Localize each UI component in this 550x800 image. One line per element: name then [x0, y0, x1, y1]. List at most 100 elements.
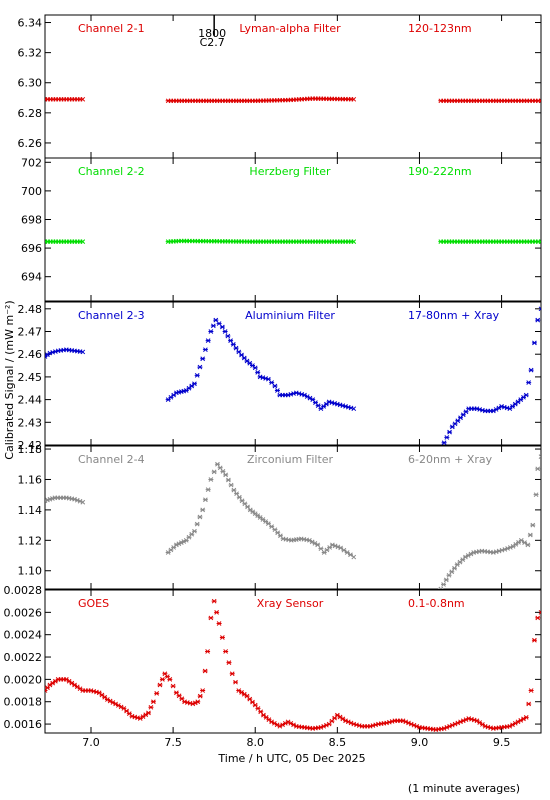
- data-point: [538, 239, 541, 245]
- y-tick-label: 698: [21, 213, 42, 226]
- panel-frame: [44, 589, 542, 734]
- data-point: [449, 569, 455, 575]
- data-point: [195, 699, 201, 705]
- data-point: [148, 704, 154, 710]
- data-point: [226, 660, 232, 665]
- data-point: [214, 461, 220, 467]
- data-point: [191, 528, 197, 534]
- data-point: [220, 469, 226, 474]
- data-point: [63, 677, 69, 682]
- data-point: [225, 333, 231, 339]
- panel-channel-label: Channel 2-3: [78, 309, 145, 322]
- x-tick-label: 8.5: [329, 736, 347, 749]
- data-point: [535, 466, 541, 472]
- data-point: [200, 688, 206, 693]
- data-point: [159, 677, 165, 682]
- data-point: [526, 701, 532, 707]
- data-point: [205, 338, 211, 343]
- data-point: [255, 370, 261, 375]
- panel-frame: [44, 301, 542, 446]
- data-point: [230, 342, 236, 347]
- y-tick-label: 1.10: [18, 565, 43, 578]
- data-point: [526, 380, 532, 385]
- data-point: [154, 690, 160, 696]
- data-point: [260, 517, 266, 522]
- data-point: [80, 239, 86, 245]
- y-tick-label: 2.45: [18, 371, 43, 384]
- data-point: [236, 688, 242, 693]
- panel-channel-label: Channel 2-2: [78, 165, 145, 178]
- data-point: [222, 329, 228, 334]
- data-point: [443, 577, 449, 583]
- data-point: [211, 598, 217, 604]
- data-point: [233, 345, 239, 351]
- series-points: [45, 238, 541, 245]
- data-point: [318, 546, 324, 552]
- panel-band-label: 120-123nm: [408, 22, 472, 35]
- data-point: [167, 677, 173, 682]
- data-point: [446, 572, 452, 578]
- data-point: [252, 702, 258, 708]
- series-points: [45, 454, 541, 589]
- data-point: [535, 615, 541, 621]
- data-point: [197, 693, 203, 699]
- panel-filter-label: Herzberg Filter: [249, 165, 331, 178]
- data-point: [530, 522, 536, 528]
- y-tick-label: 1.14: [18, 504, 43, 517]
- y-tick-label: 0.0020: [4, 673, 43, 686]
- panel-band-label: 0.1-0.8nm: [408, 597, 465, 610]
- data-point: [202, 347, 208, 353]
- data-point: [351, 96, 357, 102]
- data-point: [77, 686, 83, 692]
- data-point: [157, 682, 163, 688]
- panel-3: 2.42 2.43 2.44 2.45 2.46 2.47 2.48 Channel 2-3 A…: [18, 301, 542, 452]
- data-point: [315, 542, 321, 548]
- data-point: [69, 680, 75, 686]
- data-point: [513, 542, 519, 547]
- data-point: [334, 712, 340, 718]
- data-point: [351, 554, 357, 560]
- data-point: [197, 514, 203, 520]
- data-point: [340, 716, 346, 722]
- data-point: [200, 507, 206, 513]
- data-point: [351, 406, 357, 412]
- panel-2: 694 696 698 700 702 Channel 2-2 Herzberg Filte…: [21, 156, 542, 302]
- data-point: [223, 649, 229, 654]
- data-point: [525, 542, 531, 548]
- data-point: [269, 380, 275, 385]
- data-point: [265, 376, 271, 382]
- data-point: [208, 615, 214, 621]
- data-point: [205, 649, 211, 654]
- panel-band-label: 17-80nm + Xray: [408, 309, 500, 322]
- data-point: [438, 586, 444, 589]
- panel-channel-label: Channel 2-4: [78, 453, 145, 466]
- data-point: [197, 364, 203, 370]
- data-point: [337, 714, 343, 720]
- data-point: [510, 544, 516, 549]
- y-tick-label: 6.26: [18, 137, 43, 150]
- data-point: [477, 720, 483, 725]
- data-point: [208, 329, 214, 334]
- data-point: [538, 609, 541, 615]
- y-axis-title: Calibrated Signal / (mW m⁻²): [3, 300, 16, 459]
- data-point: [150, 699, 156, 705]
- data-point: [80, 349, 86, 355]
- panel-frame: [44, 14, 542, 159]
- data-point: [216, 321, 222, 326]
- y-tick-label: 702: [21, 156, 42, 169]
- data-point: [52, 678, 58, 684]
- data-point: [200, 356, 206, 362]
- data-point: [236, 494, 242, 500]
- data-point: [441, 440, 447, 445]
- data-point: [531, 340, 537, 346]
- data-point: [447, 429, 453, 435]
- data-point: [257, 515, 263, 520]
- data-point: [255, 706, 261, 711]
- data-point: [205, 487, 211, 492]
- data-point: [479, 722, 485, 727]
- data-point: [219, 324, 225, 330]
- x-tick-label: 7.0: [82, 736, 100, 749]
- panel-filter-label: Lyman-alpha Filter: [239, 22, 341, 35]
- data-point: [231, 487, 237, 493]
- data-point: [211, 469, 217, 475]
